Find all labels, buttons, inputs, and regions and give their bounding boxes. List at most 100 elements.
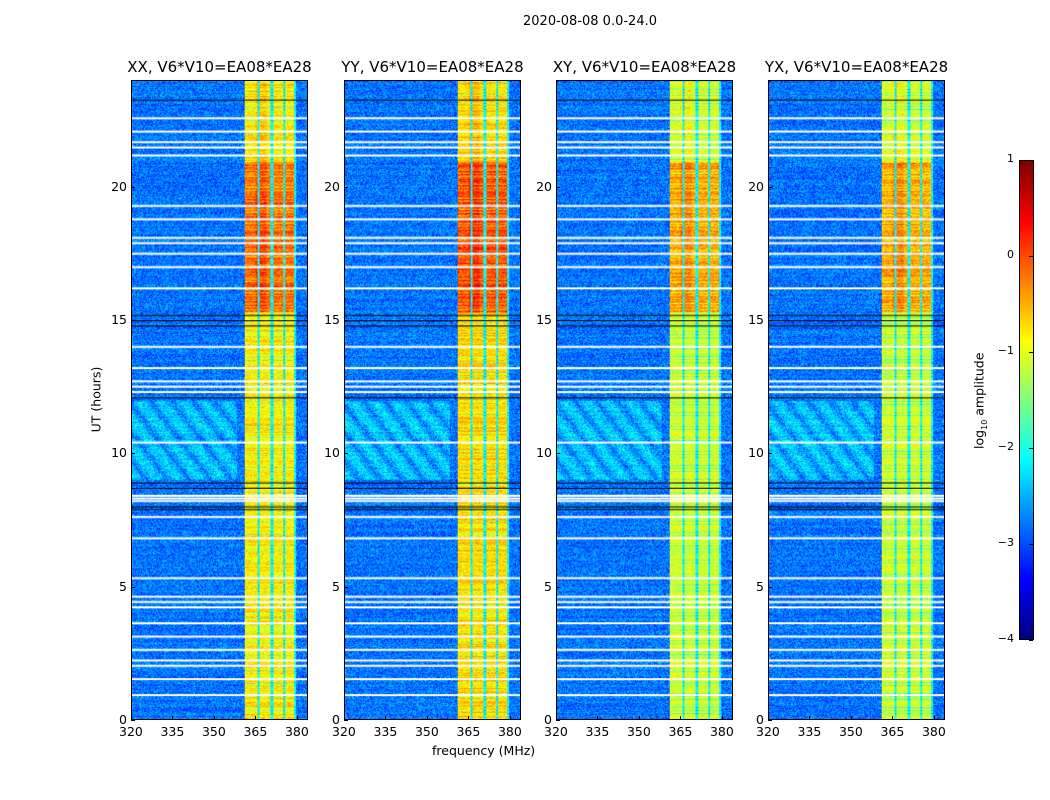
y-tick-mark — [556, 720, 560, 721]
x-tick-mark — [850, 716, 852, 720]
colorbar-tick-label: 0 — [1007, 248, 1014, 261]
y-tick-mark — [344, 586, 348, 588]
figure-title: 2020-08-08 0.0-24.0 — [523, 14, 657, 29]
x-tick-mark — [213, 716, 215, 720]
spectrogram-heatmap — [769, 81, 944, 719]
y-tick-label: 10 — [324, 445, 340, 461]
colorbar-gradient — [1020, 161, 1033, 639]
x-tick-mark — [385, 716, 387, 720]
colorbar — [1019, 160, 1034, 640]
spectrogram-heatmap — [132, 81, 307, 719]
panel-title: YY, V6*V10=EA08*EA28 — [341, 58, 524, 76]
y-tick-label: 20 — [748, 178, 764, 194]
y-tick-label: 0 — [119, 712, 127, 727]
y-tick-label: 5 — [756, 578, 764, 594]
x-axis-label: frequency (MHz) — [432, 743, 536, 758]
x-tick-label: 335 — [160, 724, 185, 739]
colorbar-tick-mark — [1029, 448, 1033, 449]
y-tick-label: 5 — [332, 578, 340, 594]
panel-title: XX, V6*V10=EA08*EA28 — [127, 58, 312, 76]
y-tick-label: 15 — [111, 312, 127, 327]
x-tick-mark — [468, 716, 470, 720]
x-tick-mark — [721, 716, 723, 720]
y-tick-mark — [131, 586, 135, 588]
colorbar-tick-label: 1 — [1007, 152, 1014, 165]
x-tick-label: 380 — [921, 724, 946, 739]
y-tick-mark — [556, 320, 560, 321]
y-tick-mark — [556, 586, 560, 588]
x-tick-mark — [680, 716, 682, 720]
y-tick-label: 20 — [111, 178, 127, 194]
y-tick-mark — [131, 320, 135, 321]
spectrogram-heatmap — [345, 81, 520, 719]
y-tick-mark — [131, 453, 135, 455]
spectrogram-panel — [768, 80, 945, 720]
x-tick-label: 380 — [709, 724, 734, 739]
x-tick-label: 365 — [243, 724, 268, 739]
y-tick-mark — [556, 186, 560, 188]
y-tick-label: 20 — [324, 178, 340, 194]
y-tick-mark — [768, 586, 772, 588]
x-tick-mark — [638, 716, 640, 720]
colorbar-tick-mark — [1029, 256, 1033, 257]
x-tick-mark — [344, 716, 345, 720]
colorbar-tick-mark — [1029, 352, 1033, 353]
y-tick-label: 15 — [748, 312, 764, 327]
colorbar-tick-mark — [1029, 640, 1033, 641]
x-tick-label: 320 — [756, 724, 780, 739]
x-tick-mark — [131, 716, 132, 720]
y-tick-mark — [344, 720, 348, 721]
spectrogram-panel — [344, 80, 521, 720]
y-tick-mark — [768, 320, 772, 321]
x-tick-mark — [933, 716, 935, 720]
y-tick-label: 10 — [748, 445, 764, 461]
y-tick-label: 10 — [536, 445, 552, 461]
colorbar-tick-mark — [1029, 544, 1033, 545]
x-tick-mark — [809, 716, 811, 720]
y-tick-label: 5 — [544, 578, 552, 594]
x-tick-mark — [597, 716, 599, 720]
y-tick-label: 0 — [332, 712, 340, 727]
x-tick-label: 320 — [332, 724, 356, 739]
spectrogram-heatmap — [557, 81, 732, 719]
colorbar-tick-mark — [1029, 160, 1033, 161]
panel-title: YX, V6*V10=EA08*EA28 — [764, 58, 949, 76]
x-tick-label: 335 — [373, 724, 398, 739]
y-tick-mark — [344, 453, 348, 455]
x-tick-label: 380 — [284, 724, 309, 739]
x-tick-mark — [892, 716, 894, 720]
x-tick-label: 365 — [668, 724, 693, 739]
panel-title: XY, V6*V10=EA08*EA28 — [552, 58, 737, 76]
x-tick-label: 350 — [626, 724, 651, 739]
x-tick-label: 365 — [456, 724, 481, 739]
y-tick-label: 15 — [536, 312, 552, 327]
y-tick-mark — [556, 453, 560, 455]
y-tick-label: 10 — [111, 445, 127, 461]
y-tick-label: 5 — [119, 578, 127, 594]
x-tick-mark — [172, 716, 174, 720]
x-tick-label: 380 — [497, 724, 522, 739]
y-tick-mark — [131, 186, 135, 188]
y-tick-label: 0 — [756, 712, 764, 727]
y-axis-label: UT (hours) — [88, 366, 104, 433]
spectrogram-panel — [556, 80, 733, 720]
x-tick-label: 320 — [119, 724, 143, 739]
y-tick-mark — [768, 720, 772, 721]
colorbar-tick-label: −4 — [997, 632, 1014, 645]
y-tick-label: 15 — [324, 312, 340, 327]
x-tick-label: 350 — [414, 724, 439, 739]
x-tick-label: 350 — [838, 724, 863, 739]
colorbar-tick-label: −3 — [997, 536, 1014, 549]
x-tick-mark — [255, 716, 257, 720]
colorbar-label: log10 amplitude — [971, 352, 989, 449]
y-tick-mark — [344, 320, 348, 321]
x-tick-label: 335 — [797, 724, 822, 739]
colorbar-tick-label: −2 — [997, 440, 1014, 453]
x-tick-mark — [426, 716, 428, 720]
y-tick-label: 20 — [536, 178, 552, 194]
x-tick-mark — [556, 716, 557, 720]
y-tick-mark — [768, 453, 772, 455]
y-tick-mark — [768, 186, 772, 188]
x-tick-mark — [296, 716, 298, 720]
